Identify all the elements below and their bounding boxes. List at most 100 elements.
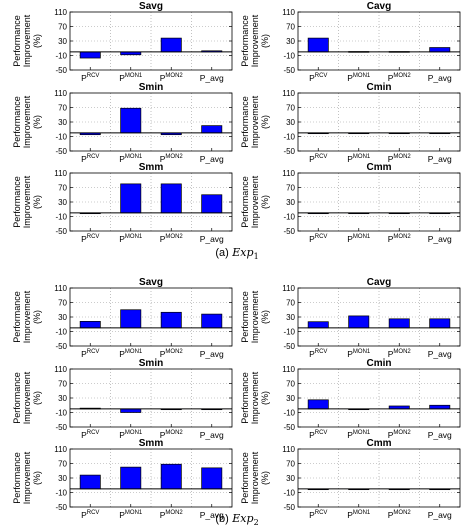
x-tick-sup: MON2 bbox=[393, 234, 411, 240]
x-tick-base: P_avg bbox=[428, 154, 452, 164]
y-axis-label-line: Improvement bbox=[250, 175, 260, 228]
x-tick-label: PMON1 bbox=[347, 234, 371, 244]
bar bbox=[79, 321, 101, 329]
x-tick-base: P bbox=[309, 73, 315, 83]
y-tick-label: 70 bbox=[286, 184, 295, 193]
y-tick-label: 110 bbox=[282, 89, 295, 98]
y-axis-label: PerformanceImprovement(%) bbox=[12, 175, 42, 228]
x-tick-label: PMON2 bbox=[388, 430, 412, 440]
x-tick-sup: MON2 bbox=[393, 349, 411, 355]
y-tick-label: -10 bbox=[283, 52, 295, 61]
x-tick-label: PRCV bbox=[81, 73, 99, 83]
x-tick-base: P bbox=[388, 510, 394, 520]
y-axis-label: PerformanceImprovement(%) bbox=[12, 371, 42, 424]
caption-b: (b) Exp2 bbox=[0, 512, 474, 527]
chart-title: Savg bbox=[139, 277, 163, 288]
x-tick-label: PMON2 bbox=[160, 154, 184, 164]
x-tick-label: PRCV bbox=[309, 234, 327, 244]
x-tick-sup: MON2 bbox=[393, 73, 411, 79]
y-tick-label: 70 bbox=[58, 380, 67, 389]
x-tick-sup: MON1 bbox=[353, 234, 371, 240]
y-tick-label: 70 bbox=[58, 184, 67, 193]
y-tick-label: 30 bbox=[286, 118, 295, 127]
y-tick-label: 30 bbox=[286, 394, 295, 403]
x-tick-sup: MON1 bbox=[125, 234, 143, 240]
y-tick-label: 110 bbox=[54, 445, 67, 454]
x-tick-sup: RCV bbox=[87, 73, 100, 79]
bar bbox=[160, 311, 182, 329]
bar bbox=[201, 194, 223, 214]
y-tick-label: 30 bbox=[58, 474, 67, 483]
plot-frame bbox=[69, 11, 233, 71]
y-tick-label: 30 bbox=[286, 37, 295, 46]
y-tick-label: -10 bbox=[55, 52, 67, 61]
y-axis-label: PerformanceImprovement(%) bbox=[240, 371, 270, 424]
x-tick-base: P bbox=[81, 430, 87, 440]
chart-a-savg: Savg PerformanceImprovement(%) -50 -10 30 70 1… bbox=[12, 1, 233, 83]
chart-title: Smin bbox=[139, 358, 163, 369]
x-tick-base: P bbox=[160, 73, 166, 83]
x-tick-label: PMON2 bbox=[388, 349, 412, 359]
y-tick-label: -10 bbox=[55, 133, 67, 142]
y-axis-label-line: (%) bbox=[32, 115, 42, 129]
y-axis-label: PerformanceImprovement(%) bbox=[240, 95, 270, 148]
chart-b-smin: Smin PerformanceImprovement(%) -50 -10 30 70 1… bbox=[12, 358, 233, 440]
y-axis-label-line: Improvement bbox=[22, 371, 32, 424]
x-tick-label: PMON2 bbox=[388, 510, 412, 520]
y-tick-label: -10 bbox=[283, 213, 295, 222]
x-tick-sup: MON1 bbox=[353, 349, 371, 355]
x-tick-sup: RCV bbox=[87, 234, 100, 240]
y-axis-label-line: (%) bbox=[32, 471, 42, 485]
y-tick-label: 30 bbox=[286, 474, 295, 483]
bar bbox=[429, 47, 451, 53]
y-axis-label-line: Performance bbox=[240, 291, 250, 343]
x-tick-base: P bbox=[119, 349, 125, 359]
x-tick-label: PMON2 bbox=[160, 73, 184, 83]
x-tick-sup: MON1 bbox=[353, 154, 371, 160]
bar bbox=[429, 404, 451, 410]
x-tick-sup: MON1 bbox=[125, 349, 143, 355]
x-tick-base: P_avg bbox=[200, 234, 224, 244]
y-axis-label-line: Performance bbox=[12, 291, 22, 343]
y-axis-label-line: Performance bbox=[240, 176, 250, 228]
bar bbox=[160, 37, 182, 53]
x-tick-label: PRCV bbox=[309, 73, 327, 83]
x-tick-base: P bbox=[388, 73, 394, 83]
y-tick-label: 110 bbox=[54, 284, 67, 293]
chart-title: Smm bbox=[139, 162, 164, 173]
caption-a: (a) Exp1 bbox=[0, 246, 474, 261]
y-axis-label-line: Improvement bbox=[250, 371, 260, 424]
x-tick-label: PMON1 bbox=[119, 349, 143, 359]
x-tick-base: P_avg bbox=[200, 349, 224, 359]
x-tick-label: PMON2 bbox=[160, 510, 184, 520]
x-tick-label: PMON1 bbox=[119, 154, 143, 164]
y-axis-label-line: (%) bbox=[32, 195, 42, 209]
caption-b-sub: 2 bbox=[253, 518, 259, 528]
x-tick-sup: MON1 bbox=[125, 154, 143, 160]
x-tick-base: P bbox=[388, 349, 394, 359]
y-tick-label: 30 bbox=[58, 118, 67, 127]
x-tick-sup: MON2 bbox=[165, 234, 183, 240]
x-tick-sup: MON1 bbox=[125, 430, 143, 436]
x-tick-base: P bbox=[309, 349, 315, 359]
x-tick-sup: RCV bbox=[87, 154, 100, 160]
x-tick-base: P_avg bbox=[428, 430, 452, 440]
y-axis-label-line: Performance bbox=[240, 96, 250, 148]
x-tick-base: P bbox=[119, 510, 125, 520]
x-tick-label: PMON1 bbox=[347, 73, 371, 83]
y-axis-label-line: Performance bbox=[240, 452, 250, 504]
chart-b-savg: Savg PerformanceImprovement(%) -50 -10 30 70 1… bbox=[12, 277, 233, 359]
x-tick-base: P_avg bbox=[200, 430, 224, 440]
x-tick-base: P bbox=[160, 154, 166, 164]
bar bbox=[429, 318, 451, 329]
y-axis-label-line: (%) bbox=[32, 391, 42, 405]
x-tick-base: P bbox=[347, 349, 353, 359]
bar bbox=[201, 313, 223, 329]
x-tick-base: P bbox=[160, 430, 166, 440]
x-tick-sup: RCV bbox=[315, 73, 328, 79]
x-tick-sup: MON2 bbox=[165, 73, 183, 79]
x-tick-label: PMON1 bbox=[119, 73, 143, 83]
y-axis-label-line: Performance bbox=[12, 176, 22, 228]
x-tick-label: PRCV bbox=[81, 154, 99, 164]
y-axis-label-line: (%) bbox=[260, 34, 270, 48]
